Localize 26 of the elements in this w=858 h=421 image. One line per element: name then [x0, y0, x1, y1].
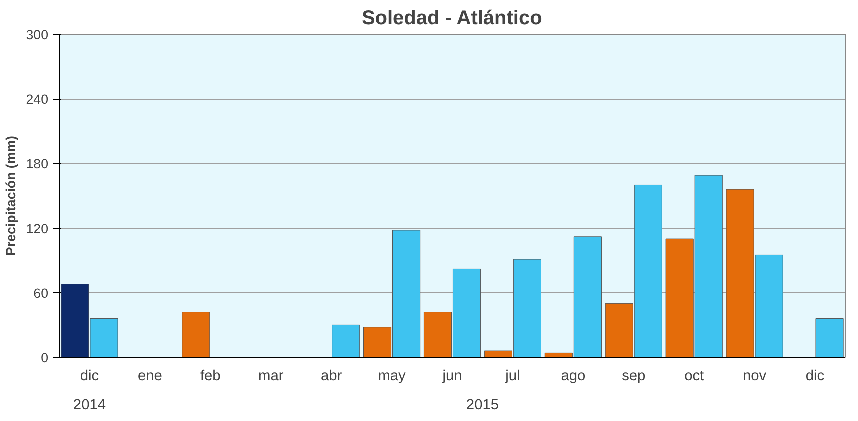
bar [332, 324, 360, 358]
x-tick-label: may [378, 368, 407, 384]
x-tick-label: dic [806, 368, 825, 384]
x-tick-label: oct [684, 368, 704, 384]
x-tick-label: jun [442, 368, 462, 384]
y-tick-label: 0 [41, 350, 49, 366]
x-tick-label: mar [258, 368, 284, 384]
x-tick-label: feb [200, 368, 221, 384]
x-tick-label: jul [504, 368, 520, 384]
y-tick-label: 60 [34, 286, 49, 301]
x-tick-label: abr [320, 368, 342, 384]
y-tick-label: 120 [26, 221, 49, 236]
chart-title: Soledad - Atlántico [362, 8, 542, 30]
x-tick-label: ene [138, 368, 162, 384]
bar [816, 318, 844, 358]
bar [182, 312, 210, 358]
text: 2015 [466, 398, 500, 414]
x-tick-label: sep [622, 368, 646, 384]
y-tick-label: 240 [26, 92, 49, 108]
x-tick-label: ago [561, 368, 586, 384]
x-tick-label: nov [742, 368, 768, 384]
y-axis-title: Precipitación (mm) [3, 136, 18, 256]
y-tick-label: 300 [26, 28, 49, 42]
y-tick-label: 180 [26, 156, 49, 172]
x-tick-label: dic [80, 368, 100, 384]
text: 2014 [73, 398, 106, 414]
